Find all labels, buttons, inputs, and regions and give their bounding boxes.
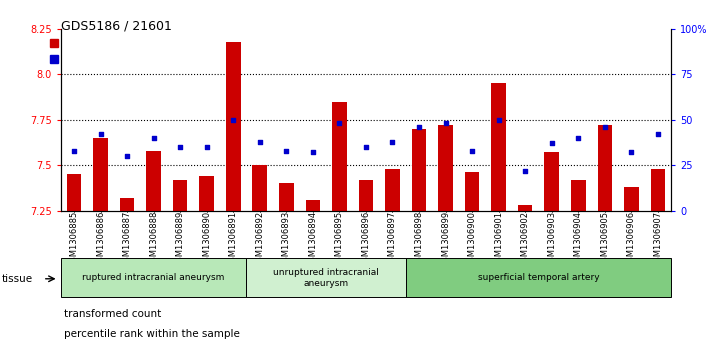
- Point: [546, 140, 558, 146]
- Point: [413, 124, 425, 130]
- Point: [387, 139, 398, 144]
- Text: GSM1306905: GSM1306905: [600, 211, 609, 266]
- Text: transformed count: transformed count: [64, 309, 161, 319]
- Text: ruptured intracranial aneurysm: ruptured intracranial aneurysm: [82, 273, 225, 282]
- Point: [121, 153, 133, 159]
- Point: [69, 148, 80, 154]
- Point: [333, 121, 345, 126]
- Text: GSM1306893: GSM1306893: [282, 211, 291, 267]
- Text: unruptured intracranial
aneurysm: unruptured intracranial aneurysm: [273, 268, 379, 288]
- Point: [201, 144, 212, 150]
- Bar: [650, 169, 665, 211]
- Point: [440, 121, 451, 126]
- Bar: [412, 129, 426, 211]
- Text: GSM1306889: GSM1306889: [176, 211, 185, 267]
- Bar: [544, 152, 559, 211]
- Text: GSM1306888: GSM1306888: [149, 211, 158, 267]
- Point: [281, 148, 292, 154]
- Bar: [120, 198, 134, 211]
- Text: GSM1306900: GSM1306900: [468, 211, 476, 266]
- Text: GSM1306895: GSM1306895: [335, 211, 344, 267]
- Bar: [491, 83, 506, 211]
- Bar: [518, 205, 533, 211]
- Point: [573, 135, 584, 141]
- Bar: [173, 180, 188, 211]
- Point: [254, 139, 266, 144]
- Bar: [94, 138, 108, 211]
- Bar: [438, 125, 453, 211]
- Bar: [385, 169, 400, 211]
- Bar: [306, 200, 320, 211]
- Text: GSM1306907: GSM1306907: [653, 211, 663, 267]
- Bar: [66, 174, 81, 211]
- Text: GSM1306885: GSM1306885: [69, 211, 79, 267]
- Text: tissue: tissue: [2, 274, 34, 284]
- Bar: [279, 183, 293, 211]
- Point: [95, 131, 106, 137]
- Text: GSM1306894: GSM1306894: [308, 211, 317, 267]
- Text: GSM1306891: GSM1306891: [228, 211, 238, 267]
- Text: GSM1306898: GSM1306898: [415, 211, 423, 267]
- Text: GSM1306897: GSM1306897: [388, 211, 397, 267]
- Point: [228, 117, 239, 123]
- Point: [493, 117, 504, 123]
- Point: [599, 124, 610, 130]
- Text: GSM1306902: GSM1306902: [521, 211, 530, 266]
- Text: percentile rank within the sample: percentile rank within the sample: [64, 329, 240, 339]
- Point: [520, 168, 531, 174]
- Point: [652, 131, 663, 137]
- Text: GSM1306899: GSM1306899: [441, 211, 450, 267]
- Bar: [624, 187, 638, 211]
- Bar: [332, 102, 347, 211]
- Text: GSM1306903: GSM1306903: [547, 211, 556, 267]
- Text: GSM1306901: GSM1306901: [494, 211, 503, 266]
- Text: GDS5186 / 21601: GDS5186 / 21601: [61, 20, 171, 33]
- Text: GSM1306906: GSM1306906: [627, 211, 636, 267]
- Text: GSM1306887: GSM1306887: [123, 211, 131, 267]
- Bar: [226, 42, 241, 211]
- FancyBboxPatch shape: [406, 258, 671, 297]
- Bar: [253, 165, 267, 211]
- Text: GSM1306892: GSM1306892: [256, 211, 264, 267]
- FancyBboxPatch shape: [61, 258, 246, 297]
- Bar: [571, 180, 585, 211]
- Point: [148, 135, 159, 141]
- Bar: [358, 180, 373, 211]
- Text: superficial temporal artery: superficial temporal artery: [478, 273, 599, 282]
- Point: [174, 144, 186, 150]
- Text: GSM1306896: GSM1306896: [361, 211, 371, 267]
- Bar: [146, 151, 161, 211]
- Text: GSM1306886: GSM1306886: [96, 211, 105, 267]
- Point: [625, 150, 637, 155]
- Bar: [50, 39, 58, 47]
- Bar: [465, 172, 479, 211]
- Bar: [199, 176, 214, 211]
- Point: [466, 148, 478, 154]
- Point: [360, 144, 371, 150]
- Text: GSM1306890: GSM1306890: [202, 211, 211, 267]
- Point: [307, 150, 318, 155]
- FancyBboxPatch shape: [246, 258, 406, 297]
- Bar: [50, 55, 58, 63]
- Bar: [598, 125, 612, 211]
- Text: GSM1306904: GSM1306904: [574, 211, 583, 266]
